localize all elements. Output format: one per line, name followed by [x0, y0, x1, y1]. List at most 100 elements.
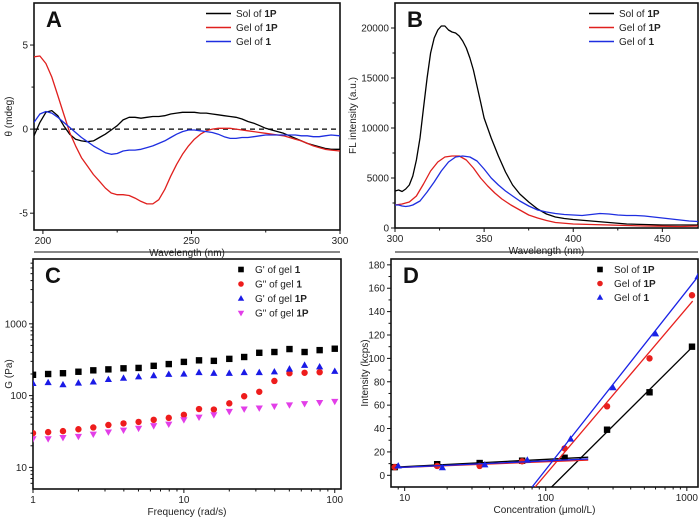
series-0 [33, 345, 338, 378]
series-1 [33, 368, 323, 437]
data-point [603, 403, 611, 410]
data-point [316, 362, 324, 370]
y-axis: 0 5000 10000 15000 20000 FL intensity (a.u.) [348, 24, 395, 235]
legend-label-text: G' of gel [255, 294, 295, 305]
legend-swatch-marker [238, 281, 244, 287]
data-point [256, 388, 263, 395]
legend-label-bold: 1P [643, 279, 656, 290]
data-point [195, 368, 203, 376]
legend-item: G' of gel 1P [237, 294, 308, 305]
series-1 [395, 155, 698, 228]
legend-label-bold: 1P [264, 9, 277, 20]
y-tick-label: 160 [368, 284, 385, 295]
plot-area [33, 345, 339, 443]
data-point [240, 406, 248, 413]
data-point [90, 367, 97, 374]
data-point [210, 406, 218, 413]
y-axis: 10 100 1000 G (Pa) [4, 262, 33, 484]
y-tick-label: 60 [374, 401, 386, 412]
data-point [331, 345, 338, 352]
data-point [316, 346, 323, 354]
legend-label-bold: 1P [296, 309, 309, 320]
legend-item: Sol of 1P [589, 9, 660, 20]
legend-label-text: Gel of [236, 37, 265, 48]
legend-label: Sol of 1P [236, 9, 277, 20]
data-point [270, 403, 278, 411]
data-point [150, 416, 157, 424]
data-point [646, 389, 653, 396]
legend-label: Gel of 1 [619, 37, 654, 48]
legend-label-bold: 1 [265, 37, 271, 48]
data-point [271, 348, 278, 356]
data-point [59, 427, 67, 435]
data-point [135, 418, 142, 426]
x-axis-label: Concentration (μmol/L) [494, 505, 596, 516]
legend-label-bold: 1P [648, 23, 661, 34]
data-point [285, 402, 294, 409]
series-1 [34, 55, 340, 205]
legend-label-text: Gel of [614, 279, 643, 290]
legend-swatch-marker [597, 266, 603, 273]
legend-label: Gel of 1P [619, 23, 661, 34]
y-tick-label: 140 [368, 307, 385, 318]
y-axis-label: G (Pa) [4, 359, 15, 388]
x-axis: 10 100 1000 Concentration (μmol/L) [397, 487, 699, 516]
data-point [286, 370, 293, 377]
data-point [694, 272, 698, 280]
legend-item: Gel of 1 [206, 37, 271, 48]
data-point [134, 372, 143, 380]
y-tick-label: 0 [379, 471, 385, 482]
data-point [180, 417, 188, 424]
y-tick-label: 5 [22, 41, 28, 52]
data-point [240, 393, 248, 400]
series-3 [33, 398, 339, 443]
legend-item: Gel of 1P [589, 23, 661, 34]
data-point [301, 348, 308, 356]
data-point [226, 355, 233, 363]
y-tick-label: 180 [368, 260, 385, 271]
x-tick-label: 200 [35, 236, 52, 247]
y-tick-label: 100 [368, 354, 385, 365]
series-line [395, 155, 698, 223]
plot-area [395, 25, 698, 228]
x-tick-label: 300 [387, 234, 404, 245]
series-line [395, 155, 698, 228]
fit-line-high [534, 300, 694, 487]
plot-frame [394, 2, 699, 229]
legend-label: Sol of 1P [614, 265, 655, 276]
legend-swatch-marker [237, 310, 245, 317]
data-point [33, 429, 37, 437]
data-point [89, 378, 97, 385]
legend-label: G" of gel 1 [255, 280, 302, 291]
legend-item: Gel of 1 [596, 293, 649, 304]
fit-line-low [394, 458, 589, 469]
data-point [119, 427, 128, 434]
legend-label: Sol of 1P [619, 9, 660, 20]
legend: Sol of 1P Gel of 1P Gel of 1 [206, 9, 278, 48]
data-point [165, 414, 172, 422]
series-2 [33, 361, 339, 388]
legend-swatch-marker [237, 295, 245, 301]
data-point [225, 408, 233, 416]
legend-label-bold: 1P [295, 294, 308, 305]
y-tick-label: 5000 [367, 174, 390, 185]
data-point [300, 361, 309, 368]
y-axis-label: Intensity (kcps) [360, 339, 371, 406]
legend-label-text: Sol of [619, 9, 647, 20]
x-tick-label: 1000 [676, 493, 699, 504]
data-point [316, 368, 323, 376]
y-tick-label: 100 [10, 391, 27, 402]
y-axis: 0 20 40 60 80 100 120 140 160 180 Intensity (kcps) [360, 260, 391, 482]
data-point [74, 433, 83, 441]
y-tick-label: 20 [374, 447, 386, 458]
y-tick-label: 15000 [361, 74, 389, 85]
x-tick-label: 100 [537, 493, 554, 504]
data-point [226, 400, 233, 407]
data-point [255, 368, 263, 376]
data-point [566, 435, 575, 442]
data-point [331, 367, 339, 374]
y-tick-label: 20000 [361, 24, 389, 35]
y-tick-label: 0 [383, 224, 389, 235]
data-point [195, 414, 203, 422]
